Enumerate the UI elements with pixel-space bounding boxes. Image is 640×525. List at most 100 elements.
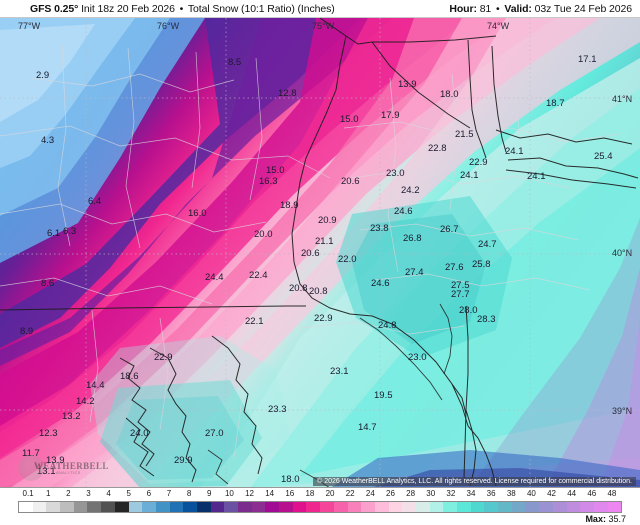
logo-tagline: ANALYTICS [56, 470, 81, 475]
colorbar-tick-label: 5 [126, 489, 131, 498]
colorbar: 0.1 1 2 3 4 5 6 7 8 9 10 12 14 16 18 20 22 24 26 28 30 32 34 36… [0, 489, 640, 525]
colorbar-tick-label: 12 [245, 489, 254, 498]
colorbar-tick-label: 32 [446, 489, 456, 498]
colorbar-segment [580, 502, 594, 512]
header-bullet-2: • [496, 3, 500, 15]
colorbar-tick-label: 9 [207, 489, 212, 498]
colorbar-tick-label: 30 [426, 489, 436, 498]
colorbar-segment [429, 502, 444, 512]
colorbar-segment [279, 502, 293, 512]
graticule-label: 77°W [18, 21, 41, 31]
colorbar-segment [251, 502, 266, 512]
colorbar-tick-label: 42 [547, 489, 556, 498]
colorbar-segment [238, 502, 252, 512]
colorbar-tick-label: 22 [345, 489, 355, 498]
county-lines [0, 43, 621, 459]
colorbar-tick-label: 38 [506, 489, 516, 498]
colorbar-segment [196, 502, 211, 512]
colorbar-segment [114, 502, 129, 512]
graticule-label: 41°N [612, 94, 633, 104]
colorbar-segment [142, 502, 156, 512]
colorbar-segment [87, 502, 102, 512]
colorbar-segment [374, 502, 389, 512]
colorbar-segment [552, 502, 567, 512]
colorbar-segment [60, 502, 74, 512]
header-title-right: Hour: 81 • Valid: 03z Tue 24 Feb 2026 [449, 3, 632, 15]
colorbar-segment [593, 502, 608, 512]
init-label: Init [81, 3, 95, 15]
colorbar-segment [183, 502, 197, 512]
colorbar-tick-label: 4 [106, 489, 111, 498]
hour-label: Hour: [449, 3, 477, 15]
colorbar-segment [292, 502, 307, 512]
colorbar-tick-label: 26 [386, 489, 395, 498]
colorbar-tick-label: 3 [86, 489, 91, 498]
colorbar-segment [484, 502, 499, 512]
map-canvas[interactable]: 77°W 76°W 75°W 74°W 41°N 40°N 39°N 2.9 4.3 6.4 6.… [0, 18, 640, 488]
valid-value: 03z Tue 24 Feb 2026 [534, 3, 632, 15]
model-name: GFS 0.25° [30, 3, 79, 15]
colorbar-segment [155, 502, 170, 512]
colorbar-segment [210, 502, 225, 512]
header-bullet-1: • [179, 3, 184, 15]
colorbar-segment [457, 502, 471, 512]
colorbar-tick-label: 0.1 [22, 489, 34, 498]
colorbar-tick-label: 6 [146, 489, 152, 498]
colorbar-tick-label: 7 [166, 489, 172, 498]
graticule-label: 75°W [312, 21, 335, 31]
colorbar-tick-label: 28 [406, 489, 416, 498]
colorbar-tick-label: 14 [265, 489, 275, 498]
colorbar-segment [470, 502, 485, 512]
graticule [0, 18, 640, 487]
colorbar-segment [361, 502, 375, 512]
colorbar-segment [443, 502, 457, 512]
colorbar-tick-label: 18 [305, 489, 315, 498]
colorbar-tick-label: 8 [186, 489, 192, 498]
colorbar-tick-label: 20 [325, 489, 335, 498]
colorbar-segment [101, 502, 115, 512]
colorbar-segment [32, 502, 47, 512]
max-label: Max: [585, 514, 606, 524]
colorbar-segment [306, 502, 321, 512]
snow-contour-plot [0, 18, 640, 487]
colorbar-tick-label: 34 [466, 489, 476, 498]
init-value: 18z 20 Feb 2026 [97, 3, 175, 15]
colorbar-segment [46, 502, 61, 512]
colorbar-tick-label: 1 [45, 489, 51, 498]
colorbar-segment [415, 502, 430, 512]
contour-fill-layer [0, 18, 640, 487]
colorbar-segment [320, 502, 334, 512]
graticule-label: 40°N [612, 248, 633, 258]
logo-circle-icon [18, 455, 44, 481]
state-borders [0, 18, 639, 487]
colorbar-tick-label: 36 [486, 489, 496, 498]
colorbar-segment [128, 502, 143, 512]
colorbar-tick-label: 44 [567, 489, 577, 498]
graticule-label: 39°N [612, 406, 633, 416]
colorbar-segment [607, 502, 622, 512]
colorbar-segment [347, 502, 362, 512]
colorbar-segment [333, 502, 348, 512]
colorbar-segment [169, 502, 184, 512]
logo-wordmark: WEATHERBELL [34, 461, 109, 471]
copyright-notice: © 2026 WeatherBELL Analytics, LLC. All r… [313, 477, 636, 486]
colorbar-tick-label: 10 [224, 489, 234, 498]
colorbar-tick-label: 16 [285, 489, 295, 498]
colorbar-tick-label: 24 [365, 489, 375, 498]
colorbar-tick-label: 2 [66, 489, 71, 498]
colorbar-segment [224, 502, 238, 512]
colorbar-segment [511, 502, 526, 512]
colorbar-tick-label: 46 [587, 489, 597, 498]
colorbar-segment [539, 502, 553, 512]
colorbar-segment [498, 502, 512, 512]
max-number: 35.7 [608, 514, 626, 524]
colorbar-tick-label: 40 [526, 489, 536, 498]
map-header: GFS 0.25° Init 18z 20 Feb 2026 • Total S… [0, 0, 640, 18]
colorbar-segment [73, 502, 88, 512]
colorbar-segment [566, 502, 581, 512]
colorbar-gradient [18, 501, 622, 513]
colorbar-segment [525, 502, 540, 512]
product-name: Total Snow (10:1 Ratio) (Inches) [187, 3, 335, 15]
header-title-left: GFS 0.25° Init 18z 20 Feb 2026 • Total S… [30, 3, 335, 15]
